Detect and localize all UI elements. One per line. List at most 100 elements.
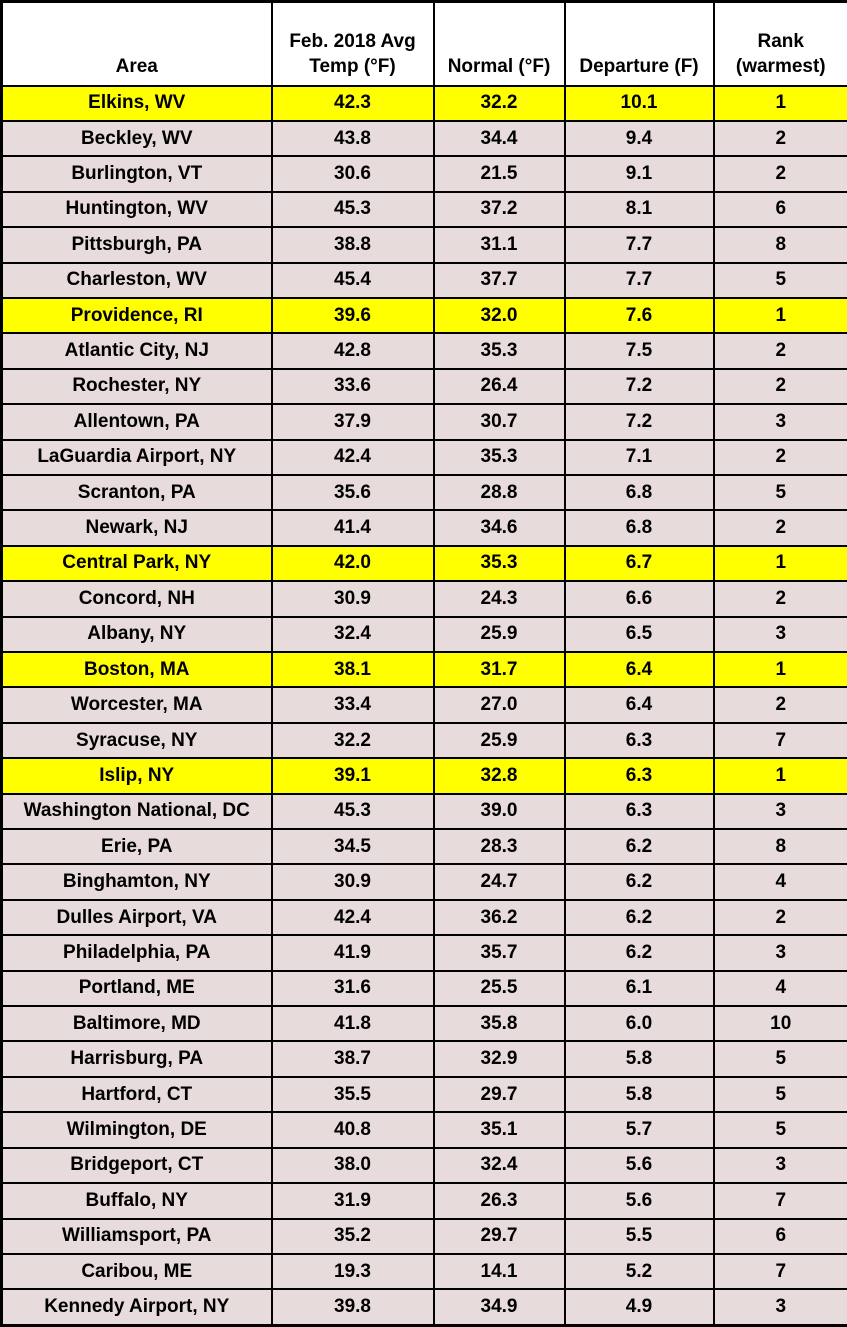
table-row: Charleston, WV 45.4 37.7 7.7 5	[0, 261, 847, 299]
normal-cell: 32.8	[432, 757, 566, 795]
area-cell: Harrisburg, PA	[0, 1040, 273, 1078]
table-row: LaGuardia Airport, NY 42.4 35.3 7.1 2	[0, 438, 847, 476]
avg-temp-cell: 39.1	[270, 757, 435, 795]
table-row: Burlington, VT 30.6 21.5 9.1 2	[0, 155, 847, 193]
departure-cell: 6.8	[563, 509, 715, 547]
normal-cell: 36.2	[432, 898, 566, 937]
avg-temp-cell: 38.1	[270, 650, 435, 689]
normal-cell: 28.3	[432, 828, 566, 866]
normal-cell: 29.7	[432, 1075, 566, 1114]
rank-cell: 1	[712, 650, 847, 689]
departure-cell: 6.3	[563, 792, 715, 831]
departure-cell: 8.1	[563, 190, 715, 229]
area-cell: Binghamton, NY	[0, 863, 273, 901]
departure-cell: 6.7	[563, 544, 715, 583]
avg-temp-cell: 33.4	[270, 686, 435, 724]
departure-cell: 6.5	[563, 615, 715, 654]
area-cell: Elkins, WV	[0, 84, 273, 122]
rank-cell: 10	[712, 1005, 847, 1043]
table-row: Caribou, ME 19.3 14.1 5.2 7	[0, 1252, 847, 1291]
normal-cell: 35.3	[432, 332, 566, 370]
avg-temp-cell: 38.7	[270, 1040, 435, 1078]
normal-cell: 24.7	[432, 863, 566, 901]
avg-temp-cell: 38.0	[270, 1146, 435, 1185]
normal-cell: 25.5	[432, 969, 566, 1008]
table-row: Philadelphia, PA 41.9 35.7 6.2 3	[0, 934, 847, 972]
rank-cell: 1	[712, 296, 847, 335]
rank-cell: 3	[712, 615, 847, 654]
departure-cell: 7.7	[563, 261, 715, 299]
area-cell: Bridgeport, CT	[0, 1146, 273, 1185]
area-cell: LaGuardia Airport, NY	[0, 438, 273, 476]
rank-cell: 3	[712, 1146, 847, 1185]
rank-cell: 3	[712, 403, 847, 441]
rank-cell: 2	[712, 509, 847, 547]
departure-cell: 6.4	[563, 650, 715, 689]
table-row: Hartford, CT 35.5 29.7 5.8 5	[0, 1075, 847, 1114]
normal-cell: 14.1	[432, 1252, 566, 1291]
avg-temp-cell: 37.9	[270, 403, 435, 441]
avg-temp-cell: 31.6	[270, 969, 435, 1008]
table-row: Rochester, NY 33.6 26.4 7.2 2	[0, 367, 847, 406]
table-row: Worcester, MA 33.4 27.0 6.4 2	[0, 686, 847, 724]
avg-temp-cell: 45.3	[270, 190, 435, 229]
rank-cell: 7	[712, 1252, 847, 1291]
table-row: Albany, NY 32.4 25.9 6.5 3	[0, 615, 847, 654]
departure-cell: 5.8	[563, 1040, 715, 1078]
rank-cell: 6	[712, 190, 847, 229]
normal-cell: 37.2	[432, 190, 566, 229]
departure-cell: 6.2	[563, 934, 715, 972]
avg-temp-cell: 45.4	[270, 261, 435, 299]
rank-cell: 2	[712, 438, 847, 476]
departure-cell: 9.4	[563, 119, 715, 158]
rank-cell: 6	[712, 1217, 847, 1255]
area-cell: Washington National, DC	[0, 792, 273, 831]
departure-cell: 6.6	[563, 580, 715, 618]
rank-cell: 3	[712, 934, 847, 972]
area-cell: Charleston, WV	[0, 261, 273, 299]
avg-temp-cell: 30.9	[270, 580, 435, 618]
avg-temp-cell: 40.8	[270, 1111, 435, 1149]
normal-cell: 35.1	[432, 1111, 566, 1149]
departure-cell: 6.3	[563, 757, 715, 795]
table-row: Dulles Airport, VA 42.4 36.2 6.2 2	[0, 898, 847, 937]
normal-cell: 26.4	[432, 367, 566, 406]
table-row: Islip, NY 39.1 32.8 6.3 1	[0, 757, 847, 795]
area-cell: Baltimore, MD	[0, 1005, 273, 1043]
table-row: Erie, PA 34.5 28.3 6.2 8	[0, 828, 847, 866]
rank-cell: 5	[712, 1075, 847, 1114]
departure-cell: 5.6	[563, 1146, 715, 1185]
rank-cell: 3	[712, 1288, 847, 1327]
rank-cell: 5	[712, 1111, 847, 1149]
normal-cell: 35.7	[432, 934, 566, 972]
area-cell: Boston, MA	[0, 650, 273, 689]
rank-cell: 4	[712, 969, 847, 1008]
header-row: Area Feb. 2018 Avg Temp (°F) Normal (°F)…	[0, 0, 847, 87]
normal-cell: 35.3	[432, 438, 566, 476]
area-cell: Burlington, VT	[0, 155, 273, 193]
rank-cell: 2	[712, 898, 847, 937]
departure-cell: 5.6	[563, 1182, 715, 1220]
departure-cell: 6.3	[563, 721, 715, 760]
table-row: Williamsport, PA 35.2 29.7 5.5 6	[0, 1217, 847, 1255]
avg-temp-cell: 38.8	[270, 226, 435, 264]
avg-temp-cell: 42.4	[270, 438, 435, 476]
rank-cell: 7	[712, 1182, 847, 1220]
departure-cell: 6.1	[563, 969, 715, 1008]
area-cell: Scranton, PA	[0, 473, 273, 512]
table-row: Washington National, DC 45.3 39.0 6.3 3	[0, 792, 847, 831]
rank-cell: 2	[712, 367, 847, 406]
header-area: Area	[0, 0, 273, 87]
avg-temp-cell: 41.9	[270, 934, 435, 972]
rank-cell: 8	[712, 226, 847, 264]
area-cell: Atlantic City, NJ	[0, 332, 273, 370]
area-cell: Kennedy Airport, NY	[0, 1288, 273, 1327]
area-cell: Albany, NY	[0, 615, 273, 654]
departure-cell: 7.2	[563, 367, 715, 406]
table-row: Wilmington, DE 40.8 35.1 5.7 5	[0, 1111, 847, 1149]
avg-temp-cell: 39.8	[270, 1288, 435, 1327]
avg-temp-cell: 30.6	[270, 155, 435, 193]
table-row: Harrisburg, PA 38.7 32.9 5.8 5	[0, 1040, 847, 1078]
rank-cell: 1	[712, 84, 847, 122]
